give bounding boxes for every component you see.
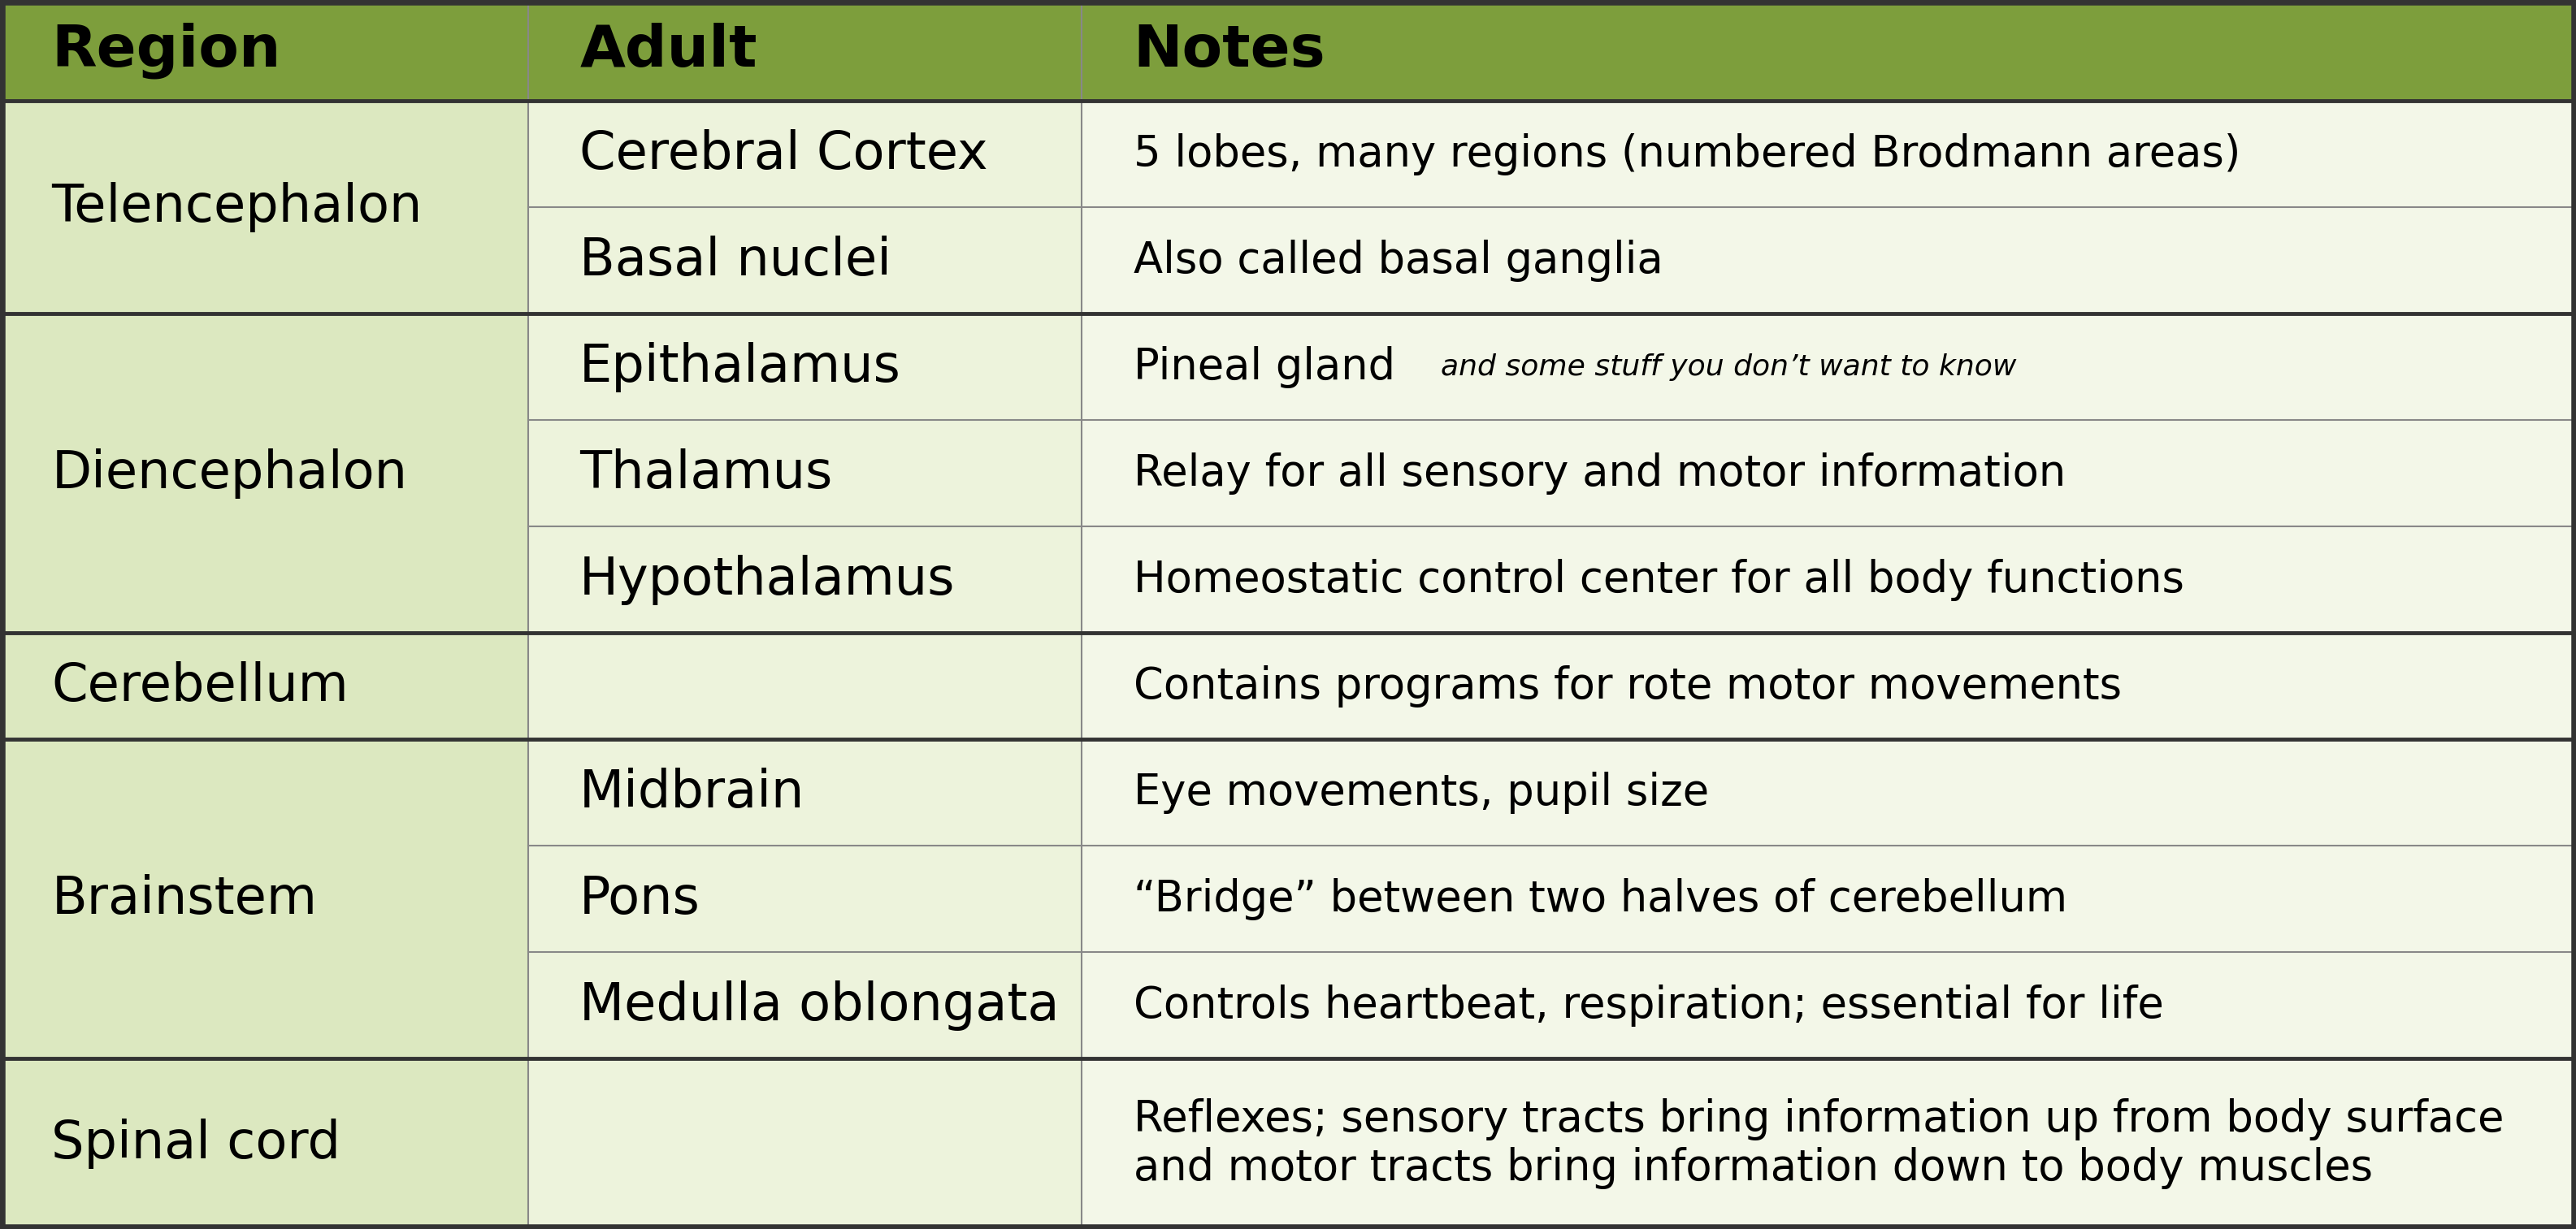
Text: Basal nuclei: Basal nuclei [580,235,891,285]
Text: and some stuff you don’t want to know: and some stuff you don’t want to know [1422,353,2017,381]
Text: Spinal cord: Spinal cord [52,1118,340,1169]
Text: Pineal gland: Pineal gland [1133,345,1396,388]
Text: “Bridge” between two halves of cerebellum: “Bridge” between two halves of cerebellu… [1133,878,2069,921]
Bar [0,740,528,1058]
Bar [1082,101,2576,208]
Text: Controls heartbeat, respiration; essential for life: Controls heartbeat, respiration; essenti… [1133,984,2164,1026]
Bar [1082,420,2576,526]
Text: Midbrain: Midbrain [580,767,804,817]
Bar [0,101,528,313]
Bar [1082,526,2576,633]
Text: Adult: Adult [580,22,757,79]
Text: Hypothalamus: Hypothalamus [580,554,956,605]
Text: Notes: Notes [1133,22,1327,79]
Text: Pons: Pons [580,874,701,924]
Bar [1082,633,2576,740]
Bar [1082,313,2576,420]
Bar [1082,208,2576,313]
Bar [528,101,1082,208]
Text: Contains programs for rote motor movements: Contains programs for rote motor movemen… [1133,665,2123,708]
Text: Region: Region [52,22,281,79]
Bar [528,740,1082,846]
Bar [1082,0,2576,101]
Bar [0,1058,528,1229]
Text: Reflexes; sensory tracts bring information up from body surface
and motor tracts: Reflexes; sensory tracts bring informati… [1133,1099,2504,1190]
Text: Cerebellum: Cerebellum [52,661,348,712]
Bar [1082,740,2576,846]
Text: Relay for all sensory and motor information: Relay for all sensory and motor informat… [1133,452,2066,494]
Text: Eye movements, pupil size: Eye movements, pupil size [1133,772,1708,814]
Bar [528,208,1082,313]
Text: Medulla oblongata: Medulla oblongata [580,981,1059,1031]
Bar [528,0,1082,101]
Bar [0,633,528,740]
Bar [528,846,1082,952]
Text: Also called basal ganglia: Also called basal ganglia [1133,240,1664,281]
Bar [528,420,1082,526]
Text: Epithalamus: Epithalamus [580,342,902,392]
Bar [0,313,528,633]
Bar [0,0,528,101]
Text: Thalamus: Thalamus [580,449,832,499]
Text: Diencephalon: Diencephalon [52,449,407,499]
Bar [1082,1058,2576,1229]
Text: Telencephalon: Telencephalon [52,182,422,232]
Bar [528,313,1082,420]
Text: Cerebral Cortex: Cerebral Cortex [580,129,989,179]
Text: Brainstem: Brainstem [52,874,317,924]
Bar [1082,952,2576,1058]
Bar [1082,846,2576,952]
Text: Homeostatic control center for all body functions: Homeostatic control center for all body … [1133,559,2184,601]
Bar [528,526,1082,633]
Text: 5 lobes, many regions (numbered Brodmann areas): 5 lobes, many regions (numbered Brodmann… [1133,133,2241,175]
Bar [528,633,1082,740]
Bar [528,1058,1082,1229]
Bar [528,952,1082,1058]
